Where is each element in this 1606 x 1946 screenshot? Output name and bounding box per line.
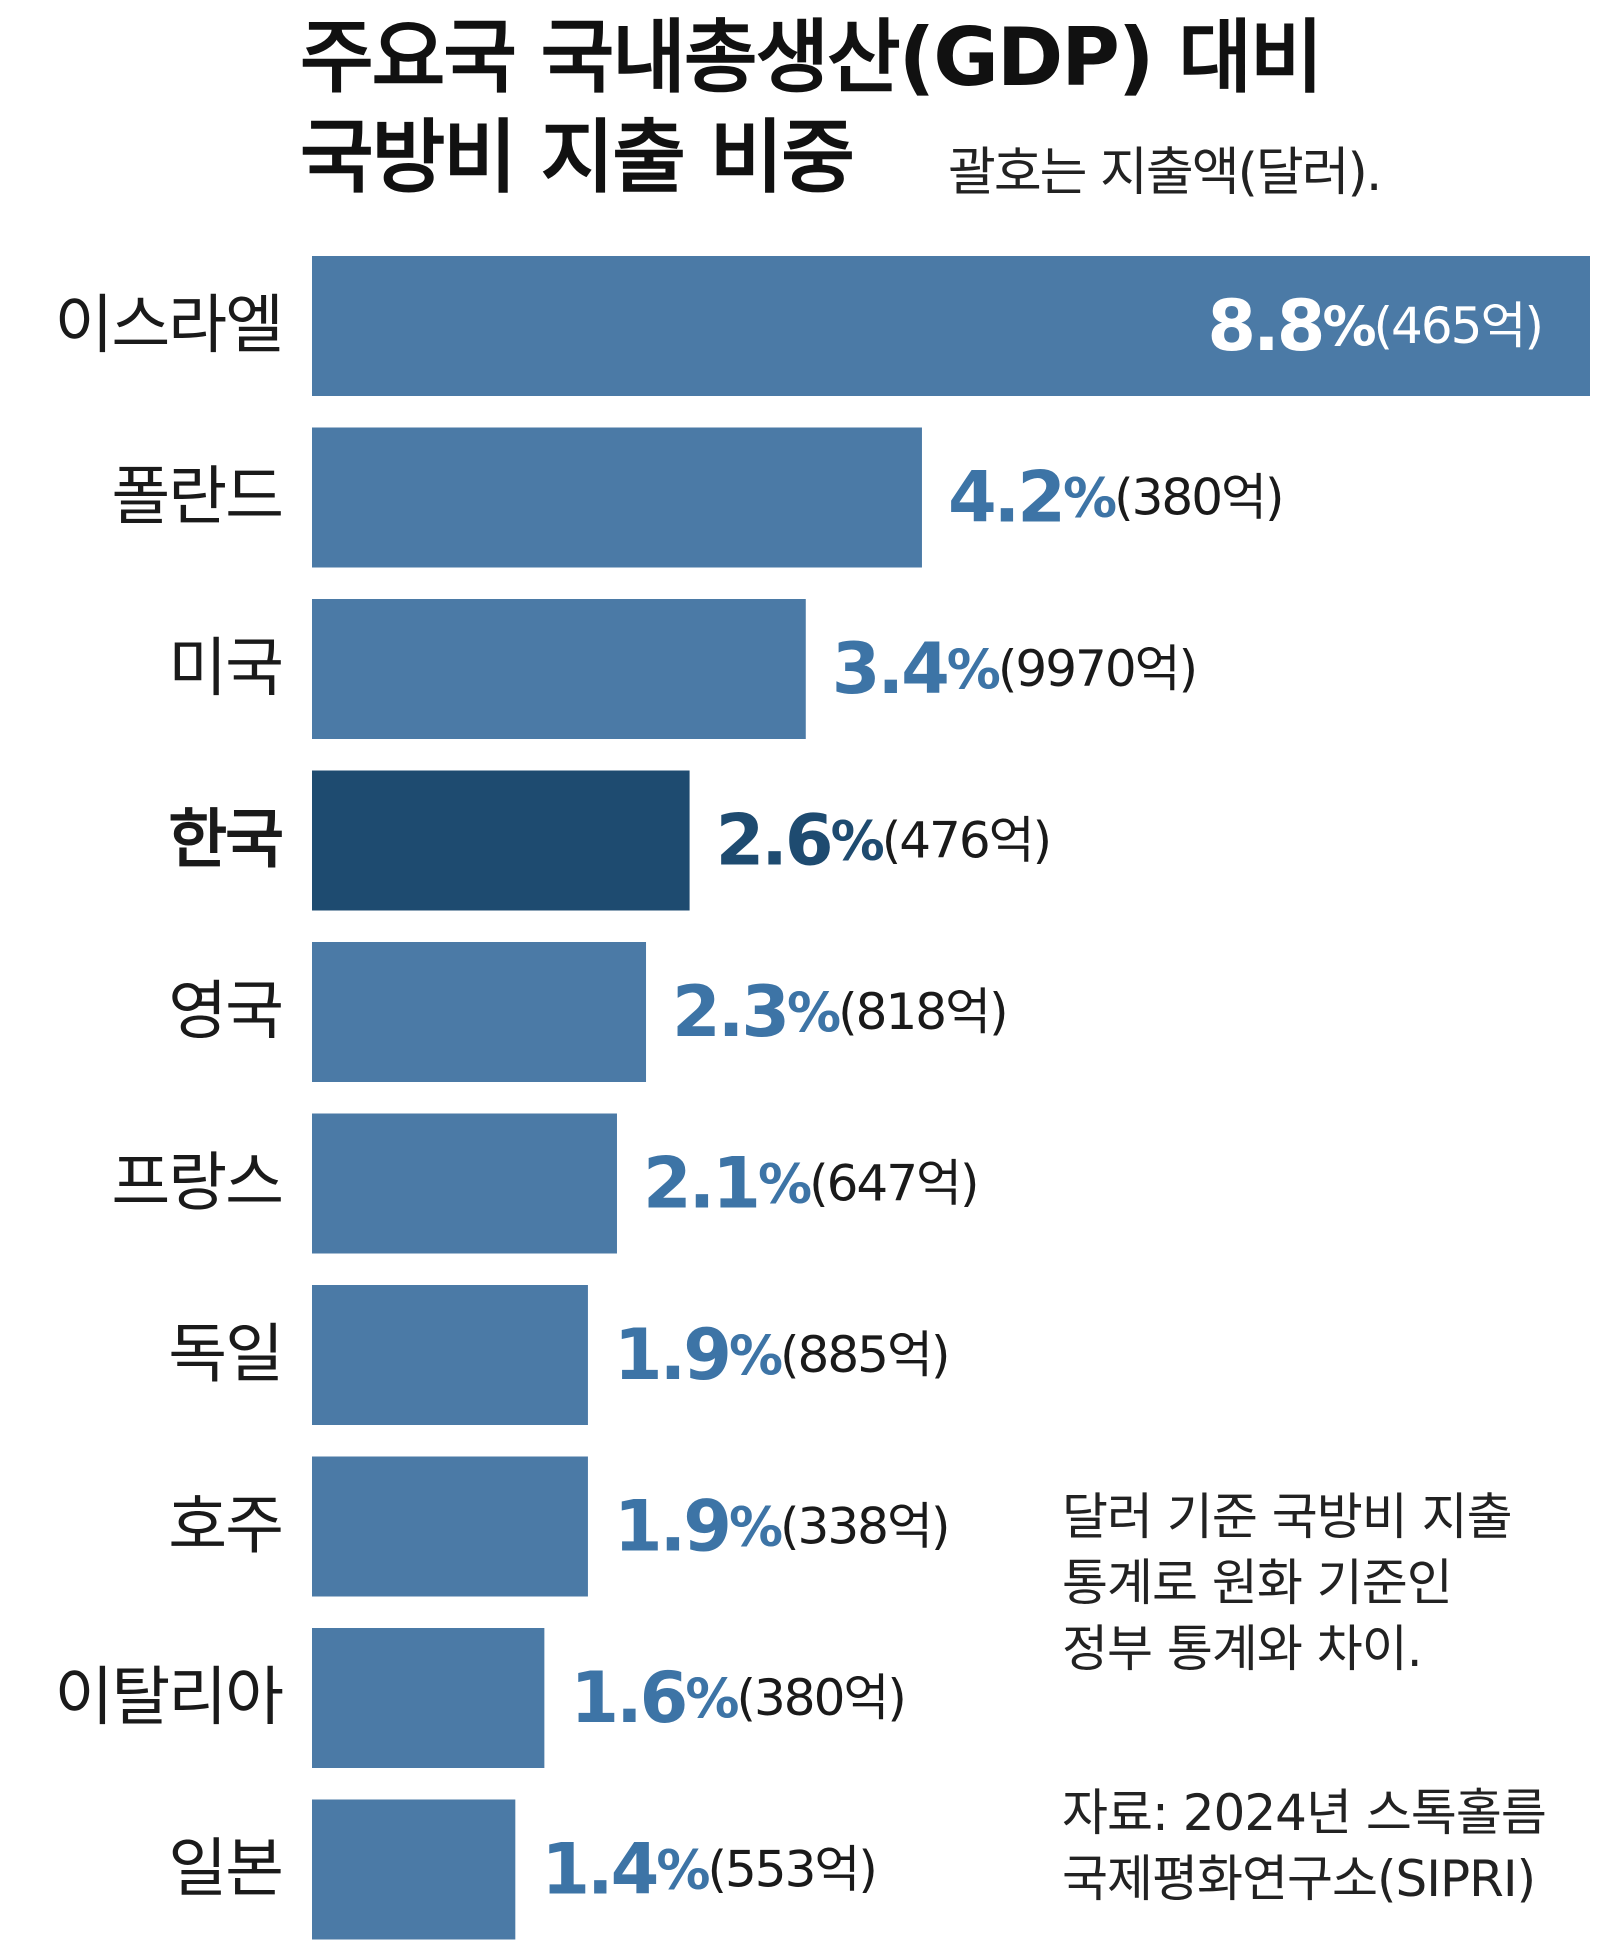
footnote-line-3: 정부 통계와 차이. (1062, 1620, 1423, 1678)
category-label: 프랑스 (111, 1147, 282, 1221)
data-label: 2.1%(647억) (643, 1143, 978, 1225)
data-label: 1.9%(338억) (614, 1486, 949, 1568)
footnote: 달러 기준 국방비 지출 통계로 원화 기준인 정부 통계와 차이. (1062, 1484, 1513, 1682)
category-label: 폴란드 (111, 461, 282, 535)
chart-title-line-2: 국방비 지출 비중 (300, 111, 855, 204)
bar (312, 1799, 516, 1940)
bar (312, 1285, 588, 1425)
category-label: 한국 (168, 804, 282, 878)
bar (312, 1456, 588, 1597)
data-label: 1.9%(885억) (614, 1314, 949, 1396)
data-label: 2.3%(818억) (672, 971, 1007, 1053)
chart-title: 주요국 국내총생산(GDP) 대비 국방비 지출 비중 (300, 8, 1324, 208)
data-label: 1.6%(380억) (570, 1657, 905, 1739)
category-label: 이탈리아 (54, 1661, 283, 1735)
data-label: 4.2%(380억) (948, 457, 1283, 539)
chart-subtitle: 괄호는 지출액(달러). (948, 143, 1382, 203)
bar (312, 1628, 545, 1768)
source-note: 자료: 2024년 스톡홀름 국제평화연구소(SIPRI) (1062, 1780, 1547, 1912)
bar (312, 1113, 617, 1254)
data-label: 2.6%(476억) (716, 800, 1051, 882)
bar (312, 599, 806, 739)
data-label: 1.4%(553억) (541, 1829, 876, 1911)
data-label: 3.4%(9970억) (832, 628, 1196, 710)
chart-title-line-1: 주요국 국내총생산(GDP) 대비 (300, 11, 1324, 104)
category-label: 일본 (168, 1833, 282, 1907)
bar (312, 942, 647, 1082)
bar (312, 770, 690, 911)
category-label: 영국 (168, 975, 282, 1049)
source-line-2: 국제평화연구소(SIPRI) (1062, 1850, 1536, 1908)
source-line-1: 자료: 2024년 스톡홀름 (1062, 1784, 1547, 1842)
bar (312, 256, 1590, 396)
category-label: 미국 (168, 632, 282, 706)
category-label: 독일 (168, 1318, 282, 1392)
data-label: 8.8%(465억) (1207, 285, 1542, 367)
category-label: 호주 (168, 1490, 282, 1564)
bar (312, 427, 922, 568)
category-label: 이스라엘 (54, 289, 282, 363)
footnote-line-1: 달러 기준 국방비 지출 (1062, 1488, 1513, 1546)
footnote-line-2: 통계로 원화 기준인 (1062, 1554, 1453, 1612)
